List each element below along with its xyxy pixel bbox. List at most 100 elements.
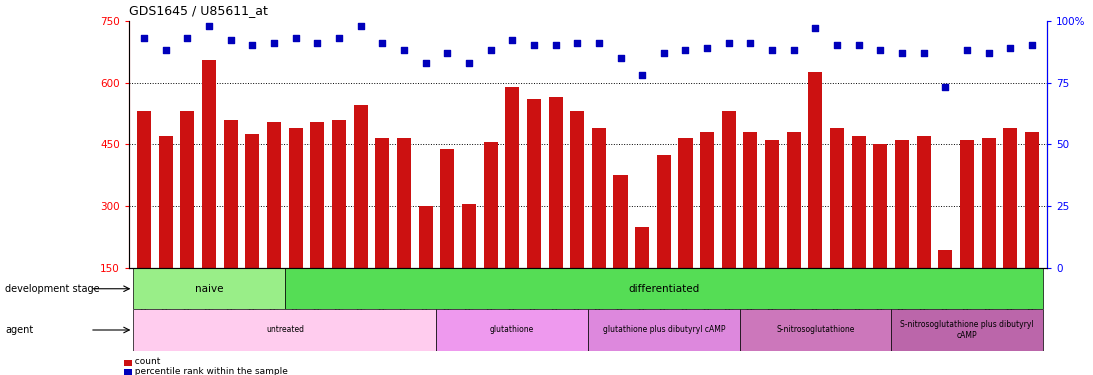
Bar: [851, 136, 866, 268]
Bar: [1003, 128, 1018, 268]
Text: count: count: [129, 357, 161, 366]
Text: naive: naive: [195, 284, 223, 294]
Bar: [462, 204, 475, 268]
Bar: [891, 309, 1043, 351]
Point: [1023, 42, 1041, 48]
Point: [200, 22, 218, 28]
Bar: [397, 138, 411, 268]
Bar: [809, 72, 822, 268]
Point: [136, 35, 153, 41]
Point: [308, 40, 326, 46]
Point: [525, 42, 542, 48]
Point: [568, 40, 586, 46]
Point: [330, 35, 348, 41]
Point: [785, 47, 802, 53]
Point: [546, 42, 564, 48]
Point: [374, 40, 391, 46]
Bar: [571, 111, 585, 268]
Text: glutathione plus dibutyryl cAMP: glutathione plus dibutyryl cAMP: [602, 326, 725, 334]
Point: [634, 72, 651, 78]
Text: agent: agent: [5, 325, 34, 335]
Point: [504, 38, 521, 44]
Bar: [917, 136, 931, 268]
Bar: [613, 176, 627, 268]
Bar: [419, 206, 433, 268]
Point: [222, 38, 239, 44]
Bar: [591, 128, 606, 268]
Point: [828, 42, 846, 48]
Text: S-nitrosoglutathione plus dibutyryl
cAMP: S-nitrosoglutathione plus dibutyryl cAMP: [901, 320, 1034, 340]
Bar: [787, 132, 801, 268]
Point: [959, 47, 976, 53]
Point: [698, 45, 716, 51]
Bar: [721, 111, 736, 268]
Bar: [332, 120, 346, 268]
Point: [396, 47, 413, 53]
Point: [980, 50, 998, 56]
Point: [893, 50, 910, 56]
Text: percentile rank within the sample: percentile rank within the sample: [129, 367, 287, 375]
Bar: [830, 128, 844, 268]
Point: [352, 22, 369, 28]
Bar: [657, 155, 671, 268]
Bar: [960, 140, 974, 268]
Point: [655, 50, 672, 56]
Bar: [765, 140, 779, 268]
Point: [460, 60, 478, 66]
Bar: [133, 309, 436, 351]
Bar: [137, 111, 151, 268]
Bar: [549, 97, 563, 268]
Bar: [202, 60, 216, 268]
Point: [416, 60, 434, 66]
Text: differentiated: differentiated: [628, 284, 700, 294]
Bar: [180, 111, 195, 268]
Point: [807, 25, 824, 31]
Bar: [588, 309, 740, 351]
Bar: [133, 268, 285, 309]
Bar: [895, 140, 909, 268]
Point: [244, 42, 261, 48]
Bar: [310, 122, 325, 268]
Point: [742, 40, 760, 46]
Bar: [289, 128, 303, 268]
Point: [915, 50, 932, 56]
Bar: [679, 138, 693, 268]
Text: S-nitrosoglutathione: S-nitrosoglutathione: [776, 326, 855, 334]
Bar: [982, 138, 996, 268]
Point: [677, 47, 694, 53]
Bar: [701, 132, 714, 268]
Text: untreated: untreated: [266, 326, 304, 334]
Point: [1001, 45, 1019, 51]
Point: [720, 40, 738, 46]
Point: [178, 35, 196, 41]
Point: [482, 47, 500, 53]
Point: [287, 35, 305, 41]
Point: [590, 40, 608, 46]
Bar: [285, 268, 1043, 309]
Bar: [938, 250, 952, 268]
Text: GDS1645 / U85611_at: GDS1645 / U85611_at: [129, 4, 268, 17]
Bar: [245, 134, 259, 268]
Point: [438, 50, 456, 56]
Point: [266, 40, 283, 46]
Point: [871, 47, 889, 53]
Bar: [440, 148, 455, 268]
Bar: [527, 99, 541, 268]
Bar: [740, 309, 891, 351]
Bar: [267, 122, 281, 268]
Point: [763, 47, 780, 53]
Point: [612, 55, 630, 61]
Bar: [354, 105, 367, 268]
Text: development stage: development stage: [5, 284, 101, 294]
Bar: [743, 132, 757, 268]
Bar: [375, 138, 389, 268]
Text: glutathione: glutathione: [490, 326, 534, 334]
Bar: [158, 136, 173, 268]
Bar: [1025, 132, 1039, 268]
Point: [850, 42, 868, 48]
Point: [937, 84, 954, 90]
Point: [157, 47, 175, 53]
Bar: [436, 309, 588, 351]
Bar: [483, 142, 497, 268]
Bar: [505, 87, 519, 268]
